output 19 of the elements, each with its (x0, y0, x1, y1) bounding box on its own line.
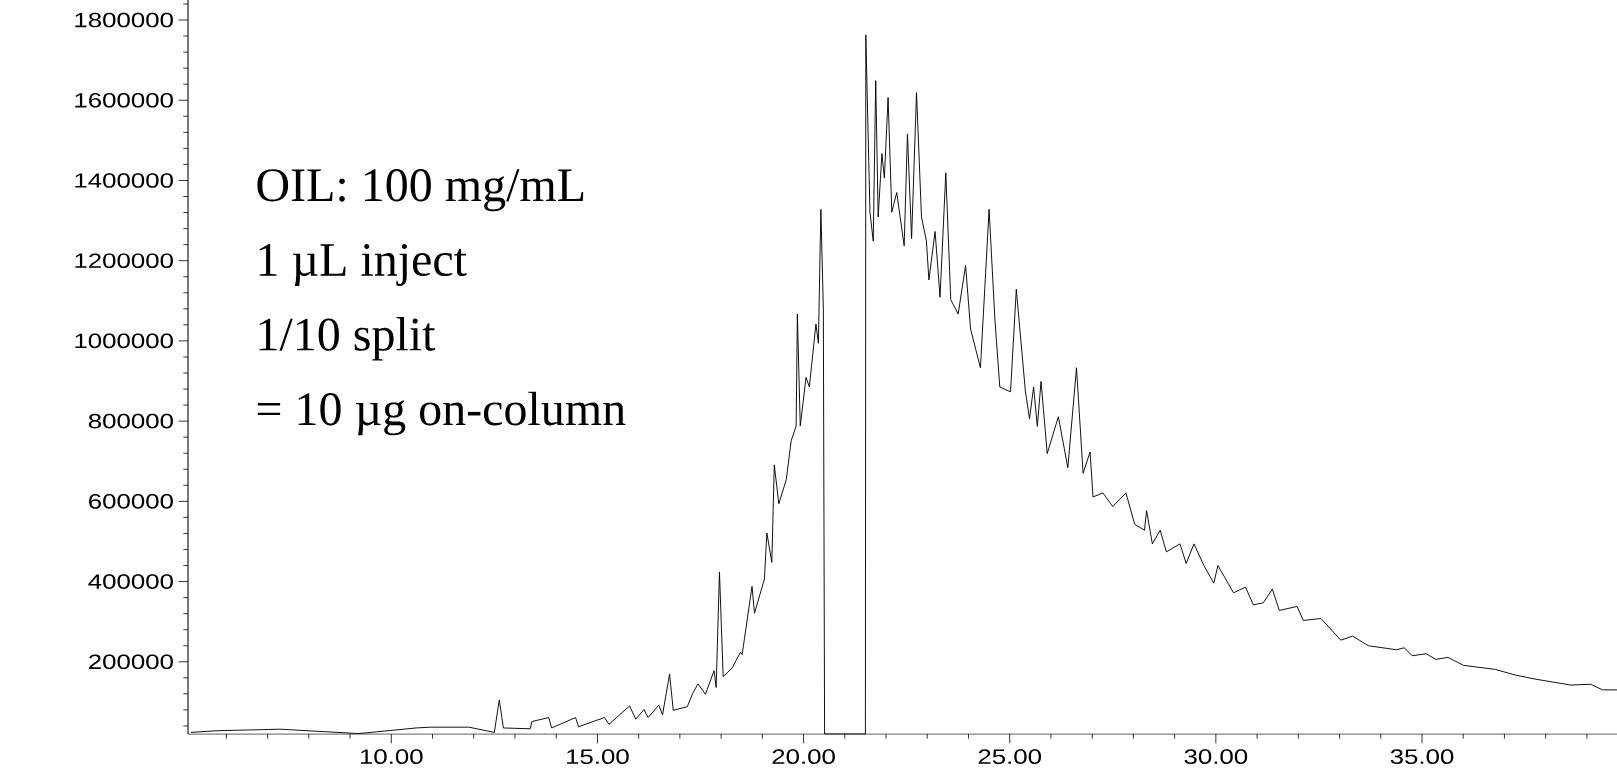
x-tick-label: 20.00 (772, 749, 835, 764)
y-tick-label: 1800000 (75, 12, 173, 28)
x-tick-label: 15.00 (567, 749, 629, 764)
y-tick-label: 1600000 (75, 92, 173, 108)
y-tick-label: 400000 (88, 574, 173, 589)
y-tick-label: 600000 (89, 494, 173, 509)
annotation: OIL: 100 mg/mL (257, 169, 584, 212)
x-tick-label: 25.00 (978, 749, 1042, 764)
y-tick-label: 1000000 (75, 333, 173, 349)
y-tick-label: 1200000 (75, 253, 173, 269)
y-tick-label: 200000 (89, 654, 173, 670)
annotation: 1/10 split (259, 317, 436, 361)
y-tick-label: 1400000 (75, 173, 173, 188)
annotation: 1 µL inject (259, 243, 467, 286)
x-tick-label: 30.00 (1184, 749, 1248, 764)
annotation: = 10 µg on-column (257, 391, 626, 436)
x-tick-label: 10.00 (360, 749, 423, 764)
x-tick-label: 35.00 (1390, 749, 1454, 764)
y-tick-label: 800000 (88, 413, 173, 429)
